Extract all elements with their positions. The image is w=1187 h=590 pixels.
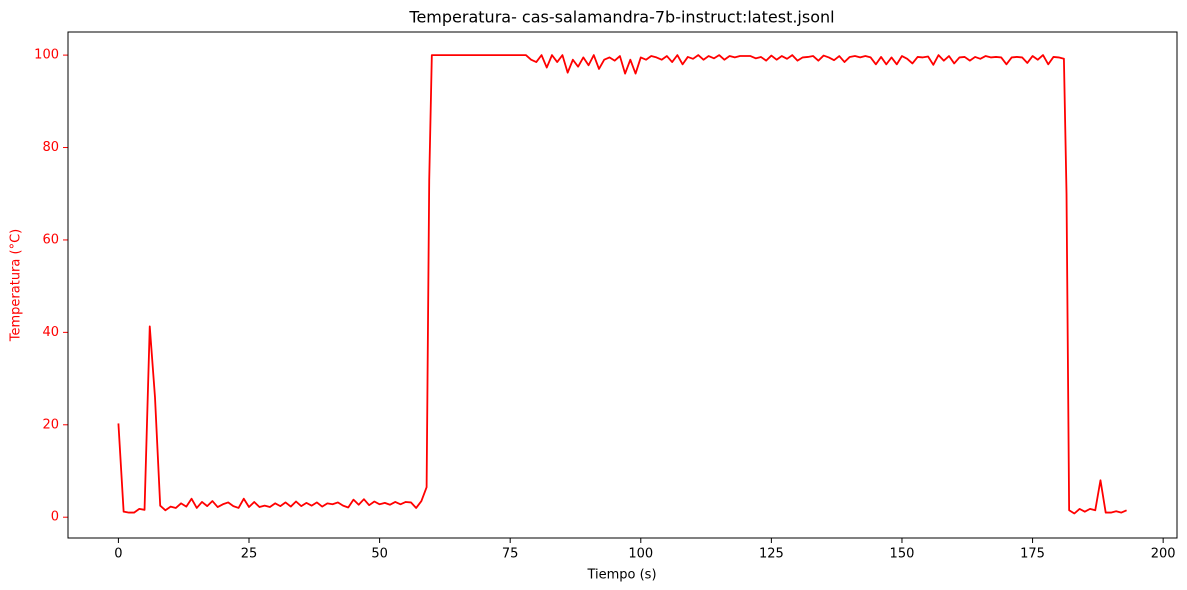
x-axis-label: Tiempo (s) xyxy=(586,568,656,583)
x-tick-label: 0 xyxy=(114,547,122,562)
x-tick-label: 150 xyxy=(890,547,915,562)
y-tick-label: 40 xyxy=(42,325,59,340)
x-tick-label: 125 xyxy=(759,547,784,562)
y-tick-label: 20 xyxy=(42,417,59,432)
x-tick-label: 200 xyxy=(1151,547,1176,562)
plot-frame xyxy=(67,31,1178,539)
x-tick-label: 25 xyxy=(241,547,258,562)
x-tick-label: 50 xyxy=(371,547,388,562)
x-tick-label: 100 xyxy=(628,547,653,562)
y-tick-label: 80 xyxy=(42,140,59,155)
x-tick-label: 175 xyxy=(1020,547,1045,562)
x-tick-label: 75 xyxy=(502,547,519,562)
y-axis-label: Temperatura (°C) xyxy=(9,229,24,342)
y-tick-label: 60 xyxy=(42,232,59,247)
y-tick-label: 100 xyxy=(34,48,59,63)
chart-title: Temperatura- cas-salamandra-7b-instruct:… xyxy=(408,8,834,27)
y-tick-label: 0 xyxy=(51,510,59,525)
data-line xyxy=(117,54,1127,515)
